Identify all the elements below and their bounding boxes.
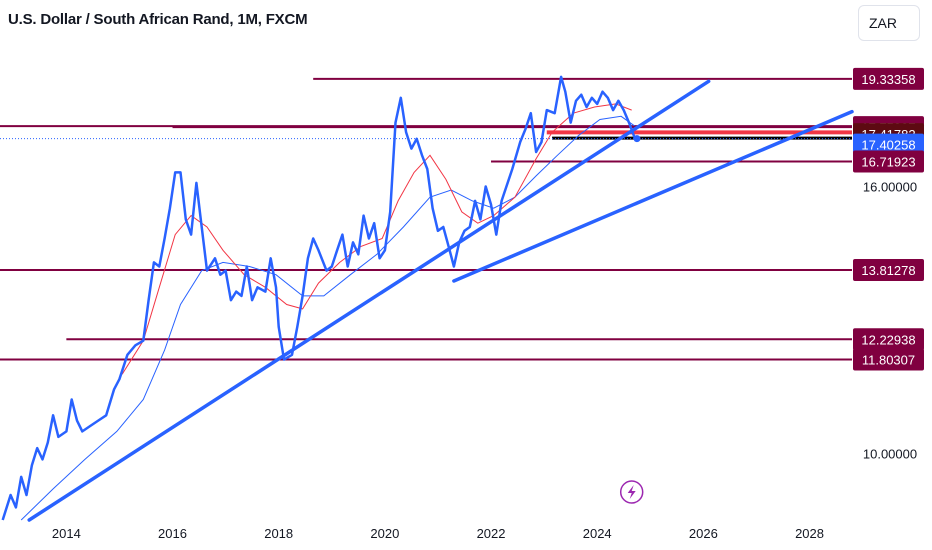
price-badge	[853, 150, 924, 173]
currency-selector[interactable]: ZAR	[858, 5, 920, 41]
x-tick-label: 2026	[689, 526, 718, 541]
price-badge	[853, 133, 924, 156]
x-tick-label: 2014	[52, 526, 81, 541]
lightning-icon[interactable]	[627, 485, 636, 499]
price-badge-label: 17.40258	[861, 138, 915, 153]
x-tick-label: 2020	[370, 526, 399, 541]
price-badge-label: 19.33358	[861, 72, 915, 87]
price-badge	[853, 259, 924, 282]
price-badge-label: 16.71923	[861, 154, 915, 169]
trend-line-1[interactable]	[27, 79, 711, 522]
y-tick-label: 16.00000	[863, 179, 917, 194]
price-badge	[853, 328, 924, 351]
chart-title: U.S. Dollar / South African Rand, 1M, FX…	[8, 11, 308, 28]
ma-slow-line	[20, 115, 635, 521]
trend-line-2[interactable]	[452, 109, 854, 283]
x-tick-label: 2028	[795, 526, 824, 541]
price-badge-label: 13.81278	[861, 263, 915, 278]
x-tick-label: 2022	[477, 526, 506, 541]
x-tick-label: 2016	[158, 526, 187, 541]
price-badge-label: 11.80307	[862, 352, 915, 367]
price-badge	[853, 67, 924, 90]
x-tick-label: 2018	[264, 526, 293, 541]
x-tick-label: 2024	[583, 526, 612, 541]
y-tick-label: 10.00000	[863, 447, 917, 462]
price-badge	[853, 348, 924, 371]
last-price-point	[633, 135, 641, 143]
price-badge-label: 12.22938	[861, 332, 915, 347]
price-series-line[interactable]	[1, 75, 638, 521]
